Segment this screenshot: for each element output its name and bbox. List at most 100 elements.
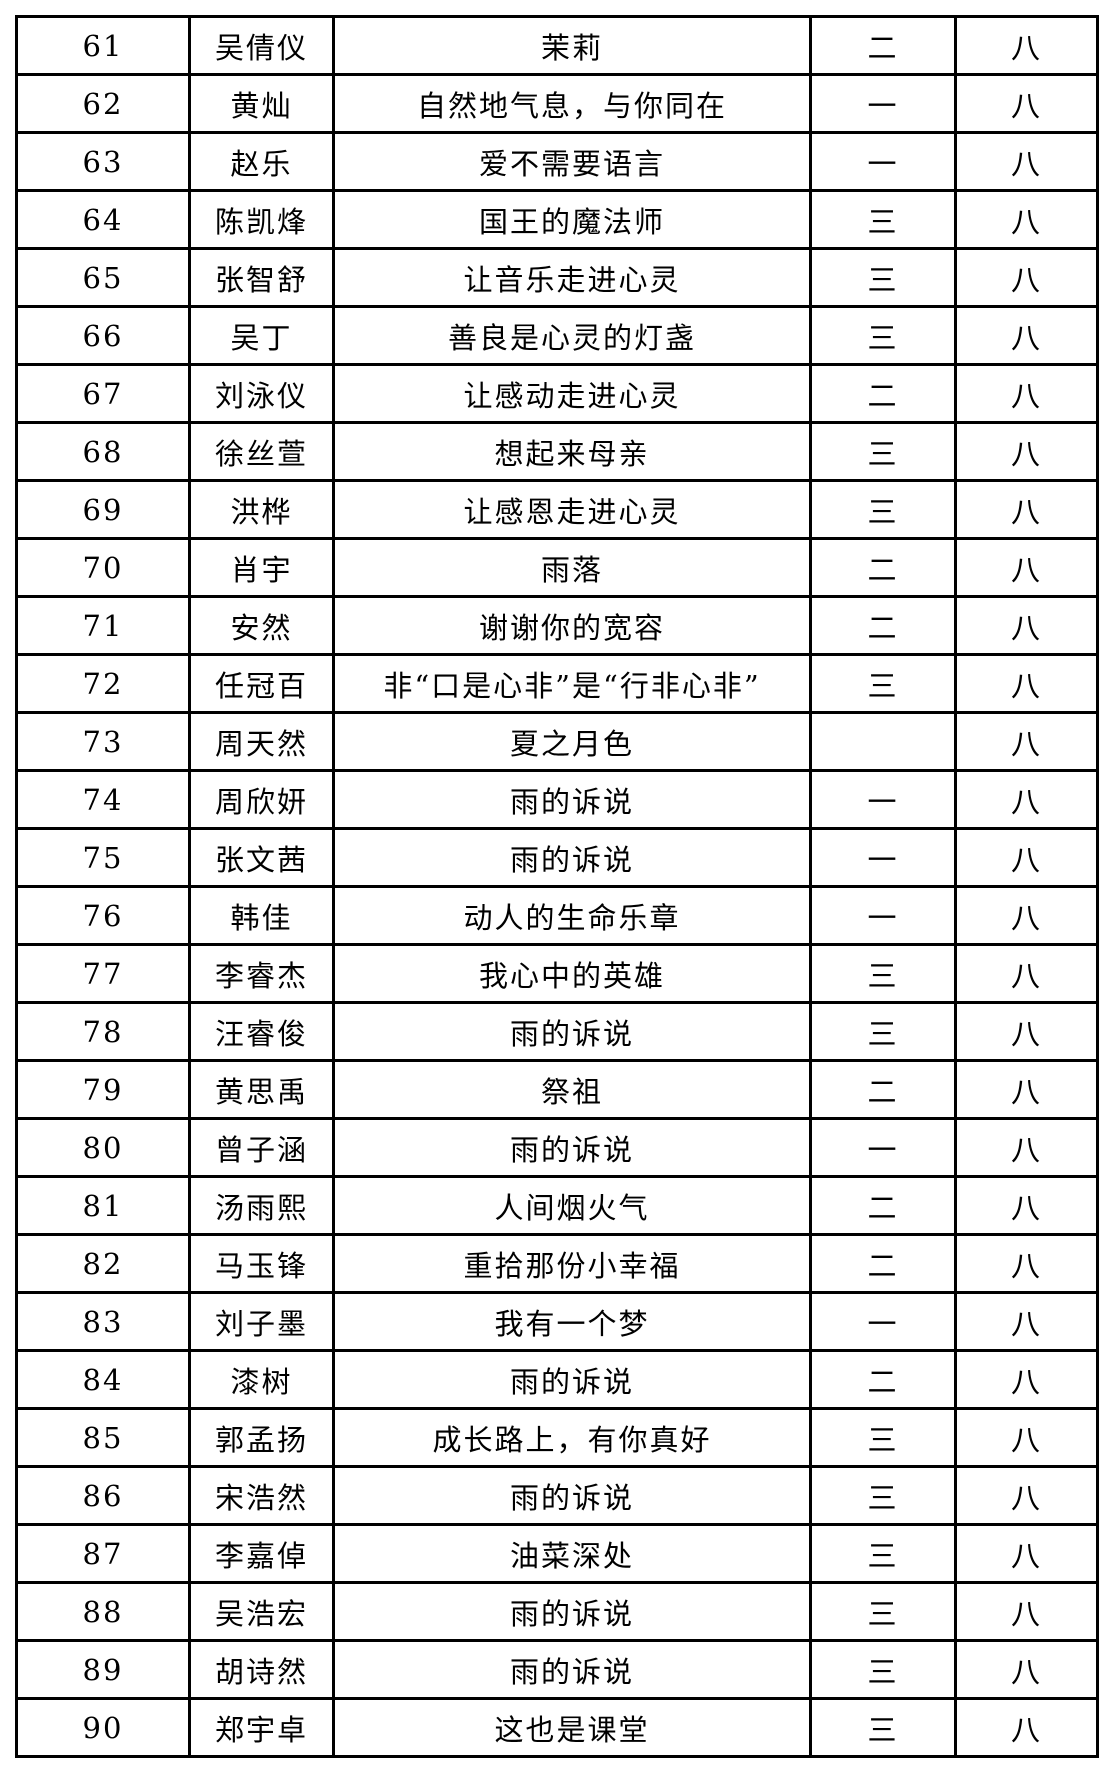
cell-index: 73 xyxy=(15,711,191,772)
cell-level: 三 xyxy=(809,247,957,308)
cell-level: 二 xyxy=(809,1059,957,1120)
cell-essay-title: 让感恩走进心灵 xyxy=(332,479,812,540)
cell-student-name: 汪睿俊 xyxy=(188,1001,335,1062)
table-row: 61 吴倩仪 茉莉二八 xyxy=(15,15,1099,76)
cell-student-name: 韩佳 xyxy=(188,885,335,946)
cell-student-name: 漆树 xyxy=(188,1349,335,1410)
cell-student-name: 徐丝萱 xyxy=(188,421,335,482)
cell-level: 二 xyxy=(809,537,957,598)
cell-index: 78 xyxy=(15,1001,191,1062)
cell-index: 65 xyxy=(15,247,191,308)
cell-level: 一 xyxy=(809,131,957,192)
cell-student-name: 吴倩仪 xyxy=(188,15,335,76)
cell-level: 三 xyxy=(809,1697,957,1758)
cell-level: 一 xyxy=(809,769,957,830)
table-row: 84 漆树 雨的诉说二八 xyxy=(15,1349,1099,1410)
cell-level: 一 xyxy=(809,885,957,946)
cell-grade: 八 xyxy=(954,1407,1099,1468)
cell-essay-title: 雨的诉说 xyxy=(332,1117,812,1178)
cell-index: 88 xyxy=(15,1581,191,1642)
cell-essay-title: 想起来母亲 xyxy=(332,421,812,482)
cell-index: 72 xyxy=(15,653,191,714)
cell-student-name: 刘子墨 xyxy=(188,1291,335,1352)
cell-essay-title: 自然地气息，与你同在 xyxy=(332,73,812,134)
table-row: 69 洪桦 让感恩走进心灵三八 xyxy=(15,479,1099,540)
cell-grade: 八 xyxy=(954,305,1099,366)
table-row: 74 周欣妍 雨的诉说一八 xyxy=(15,769,1099,830)
table-row: 83 刘子墨 我有一个梦一八 xyxy=(15,1291,1099,1352)
cell-student-name: 张智舒 xyxy=(188,247,335,308)
cell-essay-title: 让音乐走进心灵 xyxy=(332,247,812,308)
cell-index: 90 xyxy=(15,1697,191,1758)
table-row: 78 汪睿俊 雨的诉说三八 xyxy=(15,1001,1099,1062)
cell-student-name: 周天然 xyxy=(188,711,335,772)
cell-essay-title: 非“口是心非”是“行非心非” xyxy=(332,653,812,714)
table-row: 67 刘泳仪 让感动走进心灵二八 xyxy=(15,363,1099,424)
cell-student-name: 曾子涵 xyxy=(188,1117,335,1178)
cell-student-name: 任冠百 xyxy=(188,653,335,714)
cell-essay-title: 雨的诉说 xyxy=(332,1001,812,1062)
cell-grade: 八 xyxy=(954,1523,1099,1584)
table-row: 88 吴浩宏 雨的诉说三八 xyxy=(15,1581,1099,1642)
cell-level: 三 xyxy=(809,479,957,540)
cell-grade: 八 xyxy=(954,1175,1099,1236)
cell-grade: 八 xyxy=(954,1581,1099,1642)
cell-essay-title: 我有一个梦 xyxy=(332,1291,812,1352)
cell-grade: 八 xyxy=(954,1639,1099,1700)
table-row: 79 黄思禹 祭祖二八 xyxy=(15,1059,1099,1120)
cell-index: 75 xyxy=(15,827,191,888)
cell-grade: 八 xyxy=(954,73,1099,134)
cell-index: 74 xyxy=(15,769,191,830)
cell-student-name: 胡诗然 xyxy=(188,1639,335,1700)
table-row: 89 胡诗然 雨的诉说三八 xyxy=(15,1639,1099,1700)
cell-grade: 八 xyxy=(954,1001,1099,1062)
cell-grade: 八 xyxy=(954,131,1099,192)
cell-index: 84 xyxy=(15,1349,191,1410)
table-row: 65 张智舒 让音乐走进心灵三八 xyxy=(15,247,1099,308)
cell-level: 三 xyxy=(809,653,957,714)
cell-student-name: 郑宇卓 xyxy=(188,1697,335,1758)
cell-essay-title: 国王的魔法师 xyxy=(332,189,812,250)
cell-grade: 八 xyxy=(954,537,1099,598)
cell-level: 三 xyxy=(809,305,957,366)
table-row: 71 安然 谢谢你的宽容二八 xyxy=(15,595,1099,656)
cell-grade: 八 xyxy=(954,421,1099,482)
table-row: 85 郭孟扬 成长路上，有你真好三八 xyxy=(15,1407,1099,1468)
cell-student-name: 洪桦 xyxy=(188,479,335,540)
cell-essay-title: 雨的诉说 xyxy=(332,1639,812,1700)
table-row: 81 汤雨熙 人间烟火气二八 xyxy=(15,1175,1099,1236)
cell-student-name: 肖宇 xyxy=(188,537,335,598)
cell-essay-title: 让感动走进心灵 xyxy=(332,363,812,424)
cell-index: 80 xyxy=(15,1117,191,1178)
table-row: 80 曾子涵 雨的诉说一八 xyxy=(15,1117,1099,1178)
cell-student-name: 吴丁 xyxy=(188,305,335,366)
cell-student-name: 陈凯烽 xyxy=(188,189,335,250)
cell-level: 三 xyxy=(809,1465,957,1526)
table-row: 82 马玉锋 重拾那份小幸福二八 xyxy=(15,1233,1099,1294)
cell-essay-title: 这也是课堂 xyxy=(332,1697,812,1758)
cell-essay-title: 谢谢你的宽容 xyxy=(332,595,812,656)
cell-essay-title: 茉莉 xyxy=(332,15,812,76)
cell-essay-title: 雨的诉说 xyxy=(332,1581,812,1642)
cell-level: 三 xyxy=(809,421,957,482)
cell-essay-title: 重拾那份小幸福 xyxy=(332,1233,812,1294)
cell-grade: 八 xyxy=(954,479,1099,540)
cell-index: 69 xyxy=(15,479,191,540)
table-body: 61 吴倩仪 茉莉二八 62 黄灿 自然地气息，与你同在一八 63 赵乐 爱不需要语言一八 64 陈… xyxy=(15,15,1099,1758)
cell-level: 二 xyxy=(809,595,957,656)
cell-essay-title: 我心中的英雄 xyxy=(332,943,812,1004)
cell-level: 三 xyxy=(809,1523,957,1584)
cell-essay-title: 成长路上，有你真好 xyxy=(332,1407,812,1468)
cell-level: 二 xyxy=(809,15,957,76)
cell-grade: 八 xyxy=(954,943,1099,1004)
cell-index: 83 xyxy=(15,1291,191,1352)
cell-student-name: 李睿杰 xyxy=(188,943,335,1004)
cell-index: 67 xyxy=(15,363,191,424)
cell-level: 三 xyxy=(809,1407,957,1468)
cell-student-name: 刘泳仪 xyxy=(188,363,335,424)
cell-grade: 八 xyxy=(954,1291,1099,1352)
cell-index: 61 xyxy=(15,15,191,76)
cell-index: 71 xyxy=(15,595,191,656)
cell-level: 二 xyxy=(809,1175,957,1236)
